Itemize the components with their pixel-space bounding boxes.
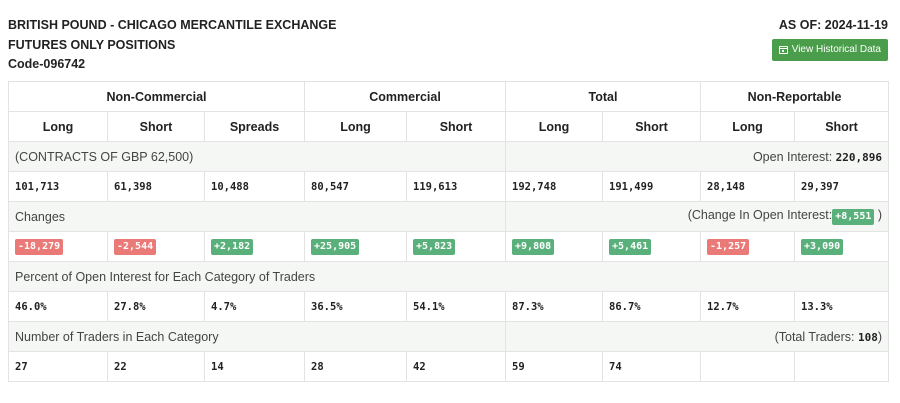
traders-values-row: 27 22 14 28 42 59 74 [8,351,890,382]
change-badge: +2,182 [211,238,254,255]
percent-label: Percent of Open Interest for Each Catego… [7,261,890,292]
percent-value: 27.8% [107,291,205,322]
sub-header: Short [107,111,205,142]
contract-value: 101,713 [8,171,108,202]
change-oi-suffix: ) [877,208,883,222]
group-non-commercial: Non-Commercial [7,81,306,112]
contract-value: 61,398 [107,171,205,202]
total-traders-prefix: (Total Traders: [774,329,855,344]
percent-value: 4.7% [203,291,306,322]
title-line-2: FUTURES ONLY POSITIONS [8,37,176,52]
sub-header-row: Long Short Spreads Long Short Long Short… [8,111,890,142]
traders-value [700,351,796,382]
percent-value: 54.1% [406,291,507,322]
open-interest-label: Open Interest: [752,149,833,164]
percent-value: 13.3% [794,291,890,322]
sub-header: Spreads [203,111,306,142]
sub-header: Long [505,111,604,142]
percent-value: 87.3% [505,291,604,322]
group-commercial: Commercial [304,81,507,112]
contracts-values-row: 101,713 61,398 10,488 80,547 119,613 192… [8,171,890,202]
view-historical-data-button[interactable]: View Historical Data [771,38,888,61]
header-right: AS OF: 2024-11-19 View Historical Data [771,16,888,61]
traders-value: 28 [304,351,408,382]
sub-header: Long [700,111,796,142]
change-badge: +5,823 [413,238,456,255]
contract-value: 80,547 [304,171,408,202]
open-interest: Open Interest: 220,896 [505,141,890,172]
group-header-row: Non-Commercial Commercial Total Non-Repo… [7,81,890,112]
group-non-reportable: Non-Reportable [700,81,890,112]
traders-value [794,351,890,382]
percent-section-row: Percent of Open Interest for Each Catego… [7,261,890,292]
sub-header: Short [406,111,507,142]
change-badge: -2,544 [114,238,157,255]
changes-section-row: Changes (Change In Open Interest: +8,551 … [7,201,890,232]
sub-header: Long [8,111,108,142]
traders-label: Number of Traders in Each Category [7,321,507,352]
contract-value: 29,397 [794,171,890,202]
percent-value: 86.7% [602,291,702,322]
traders-value: 42 [406,351,507,382]
traders-section-row: Number of Traders in Each Category (Tota… [7,321,890,352]
code-label: Code-096742 [8,57,86,71]
cot-table: Non-Commercial Commercial Total Non-Repo… [7,81,890,382]
contract-value: 10,488 [203,171,306,202]
traders-value: 59 [505,351,604,382]
group-total: Total [505,81,702,112]
sub-header: Short [794,111,890,142]
contract-value: 192,748 [505,171,604,202]
change-badge: +25,905 [311,238,360,255]
change-badge: -18,279 [15,238,64,255]
view-historical-data-label: View Historical Data [791,44,881,55]
contracts-section-row: (CONTRACTS OF GBP 62,500) Open Interest:… [7,141,890,172]
title-line-1: BRITISH POUND - CHICAGO MERCANTILE EXCHA… [8,18,337,32]
as-of-date: AS OF: 2024-11-19 [778,18,888,32]
change-badge: +3,090 [801,238,844,255]
changes-label: Changes [7,201,507,232]
total-traders-suffix: ) [877,329,883,344]
contract-value: 119,613 [406,171,507,202]
sub-header: Long [304,111,408,142]
total-traders-value: 108 [857,330,878,344]
total-traders: (Total Traders: 108) [505,321,890,352]
percent-value: 36.5% [304,291,408,322]
contracts-label: (CONTRACTS OF GBP 62,500) [7,141,507,172]
change-oi-badge: +8,551 [832,209,875,225]
traders-value: 27 [8,351,108,382]
calendar-icon [778,45,788,54]
change-oi-prefix: (Change In Open Interest: [687,208,833,222]
traders-value: 74 [602,351,702,382]
change-open-interest: (Change In Open Interest: +8,551 ) [505,201,890,232]
traders-value: 14 [203,351,306,382]
percent-value: 46.0% [8,291,108,322]
change-badge: -1,257 [707,238,750,255]
contract-value: 28,148 [700,171,796,202]
contract-value: 191,499 [602,171,702,202]
change-badge: +5,461 [609,238,652,255]
change-badge: +9,808 [512,238,555,255]
changes-values-row: -18,279 -2,544 +2,182 +25,905 +5,823 +9,… [8,231,890,262]
traders-value: 22 [107,351,205,382]
report-title: BRITISH POUND - CHICAGO MERCANTILE EXCHA… [8,16,336,75]
sub-header: Short [602,111,702,142]
percent-values-row: 46.0% 27.8% 4.7% 36.5% 54.1% 87.3% 86.7%… [8,291,890,322]
open-interest-value: 220,896 [835,150,883,164]
percent-value: 12.7% [700,291,796,322]
